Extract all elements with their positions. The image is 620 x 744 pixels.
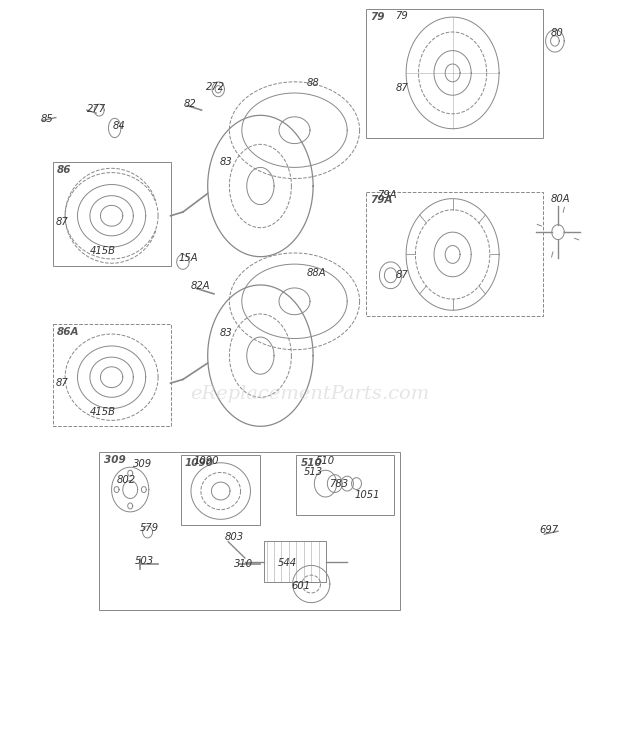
Text: 415B: 415B [90, 407, 116, 417]
Text: 513: 513 [304, 467, 323, 478]
Text: 82A: 82A [191, 280, 211, 291]
Text: 309: 309 [133, 458, 153, 469]
Text: eReplacementParts.com: eReplacementParts.com [190, 385, 430, 403]
Text: 1090: 1090 [185, 458, 214, 468]
Bar [264, 541, 326, 582]
Text: 802: 802 [117, 475, 136, 485]
Text: 510: 510 [316, 455, 335, 466]
Text: 309: 309 [104, 455, 126, 465]
Text: 579: 579 [140, 523, 159, 533]
Text: 1051: 1051 [355, 490, 380, 500]
Text: 79A: 79A [377, 190, 397, 200]
Bar [181, 455, 260, 525]
Text: 510: 510 [301, 458, 322, 468]
Text: 87: 87 [56, 378, 69, 388]
Text: 83: 83 [220, 157, 233, 167]
Text: 85: 85 [40, 114, 53, 124]
Text: 277: 277 [87, 103, 107, 114]
Text: 15A: 15A [179, 253, 198, 263]
Text: 80A: 80A [551, 194, 570, 205]
Text: 82: 82 [184, 99, 197, 109]
Text: 544: 544 [278, 558, 297, 568]
Text: 79A: 79A [370, 195, 392, 205]
Text: 697: 697 [539, 525, 559, 535]
Text: 601: 601 [291, 581, 311, 591]
Text: 310: 310 [234, 559, 254, 569]
Text: 84: 84 [113, 121, 126, 131]
Text: 86: 86 [57, 165, 71, 175]
Text: 783: 783 [329, 479, 348, 490]
Text: 80: 80 [551, 28, 564, 38]
Text: 415B: 415B [90, 246, 116, 257]
Bar [366, 9, 542, 138]
Text: 87: 87 [396, 83, 409, 93]
Text: 503: 503 [135, 556, 154, 566]
Bar [53, 324, 170, 426]
Text: 87: 87 [396, 270, 409, 280]
Bar [366, 192, 542, 316]
Text: 79: 79 [370, 12, 384, 22]
Text: 79: 79 [396, 11, 409, 22]
Text: 86A: 86A [57, 327, 79, 336]
Text: 83: 83 [220, 328, 233, 339]
Text: 1090: 1090 [193, 455, 219, 466]
Bar [99, 452, 400, 610]
Text: 87: 87 [56, 217, 69, 227]
Text: 803: 803 [225, 532, 244, 542]
Text: 88: 88 [307, 78, 320, 89]
Bar [296, 455, 394, 515]
Text: 272: 272 [206, 82, 225, 92]
Text: 88A: 88A [307, 268, 327, 278]
Bar [53, 162, 170, 266]
